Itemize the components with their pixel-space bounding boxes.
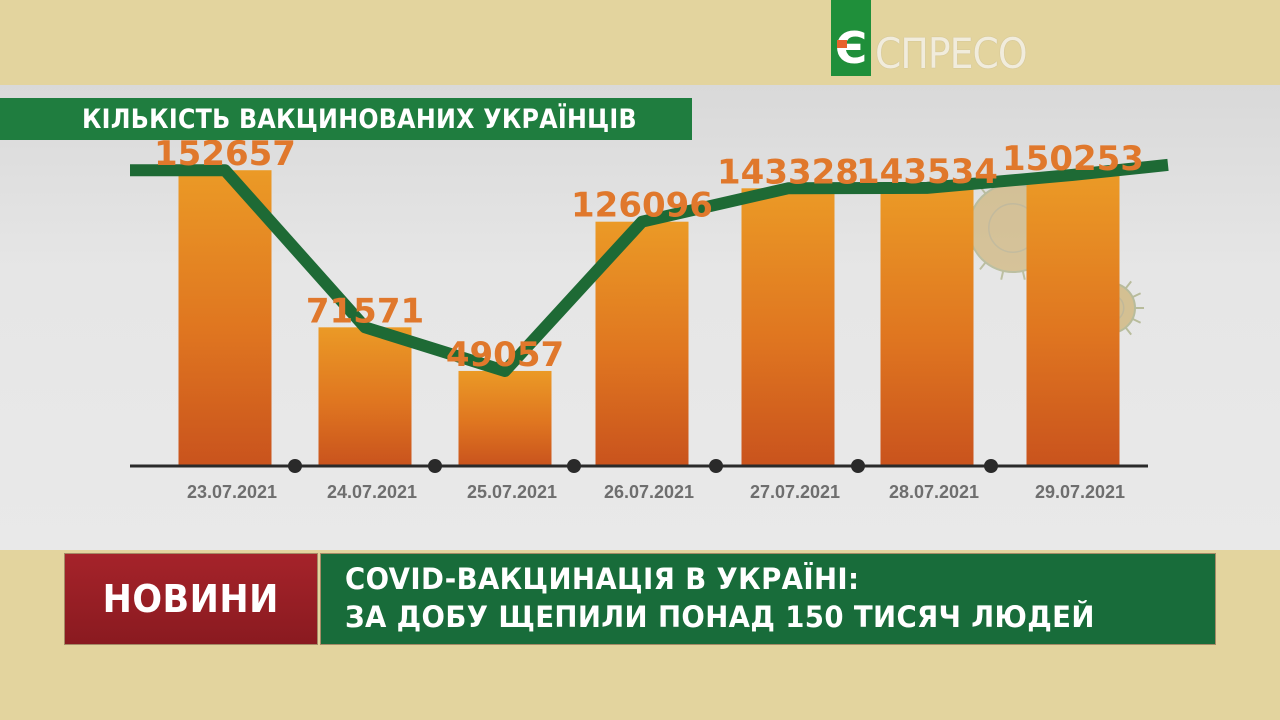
- logo-text: СПРЕСО: [875, 29, 1028, 78]
- x-tick-label-4: 26.07.2021: [604, 482, 694, 502]
- bar-2: [318, 327, 412, 466]
- x-tick-label-7: 29.07.2021: [1035, 482, 1125, 502]
- data-label-7: 150253: [1002, 139, 1144, 179]
- data-label-6: 143534: [856, 152, 998, 192]
- axis-dot-6: [984, 459, 998, 473]
- axis-dot-1: [288, 459, 302, 473]
- virus-decoration-small-spike: [1124, 326, 1132, 336]
- data-label-1: 152657: [154, 134, 296, 174]
- espreso-logo: Є СПРЕСО: [831, 0, 1071, 76]
- logo-mark: Є: [831, 0, 871, 76]
- top-band: [0, 0, 1280, 85]
- headline-line-2: ЗА ДОБУ ЩЕПИЛИ ПОНАД 150 ТИСЯЧ ЛЮДЕЙ: [345, 600, 1095, 634]
- axis-dot-3: [567, 459, 581, 473]
- x-tick-label-2: 24.07.2021: [327, 482, 417, 502]
- axis-dot-2: [428, 459, 442, 473]
- virus-decoration-small-spike: [1124, 280, 1132, 290]
- virus-decoration-large-spike: [979, 261, 987, 271]
- x-tick-label-3: 25.07.2021: [467, 482, 557, 502]
- data-label-4: 126096: [571, 186, 713, 226]
- logo-letter: Є: [834, 23, 868, 74]
- news-label: НОВИНИ: [102, 577, 280, 621]
- news-label-box: НОВИНИ: [64, 553, 318, 645]
- chart-title: КІЛЬКІСТЬ ВАКЦИНОВАНИХ УКРАЇНЦІВ: [82, 103, 637, 135]
- axis-dot-4: [709, 459, 723, 473]
- data-label-5: 143328: [717, 152, 859, 192]
- data-label-2: 71571: [306, 291, 424, 331]
- axis-dot-5: [851, 459, 865, 473]
- x-tick-label-6: 28.07.2021: [889, 482, 979, 502]
- headline-box: COVID-ВАКЦИНАЦІЯ В УКРАЇНІ: ЗА ДОБУ ЩЕПИ…: [320, 553, 1216, 645]
- virus-decoration-large-spike: [1000, 270, 1005, 280]
- virus-decoration-small-spike: [1132, 292, 1142, 299]
- headline-line-1: COVID-ВАКЦИНАЦІЯ В УКРАЇНІ:: [345, 562, 860, 596]
- virus-decoration-large-spike: [1021, 270, 1026, 280]
- bar-5: [741, 188, 835, 466]
- x-tick-label-5: 27.07.2021: [750, 482, 840, 502]
- bar-7: [1026, 174, 1120, 466]
- bar-6: [880, 187, 974, 466]
- data-label-3: 49057: [446, 335, 564, 375]
- virus-decoration-small-spike: [1132, 317, 1142, 324]
- trend-line: [130, 158, 1169, 377]
- x-tick-label-1: 23.07.2021: [187, 482, 277, 502]
- chart-title-bar: КІЛЬКІСТЬ ВАКЦИНОВАНИХ УКРАЇНЦІВ: [0, 98, 692, 140]
- bar-1: [178, 170, 272, 467]
- bar-3: [458, 370, 552, 466]
